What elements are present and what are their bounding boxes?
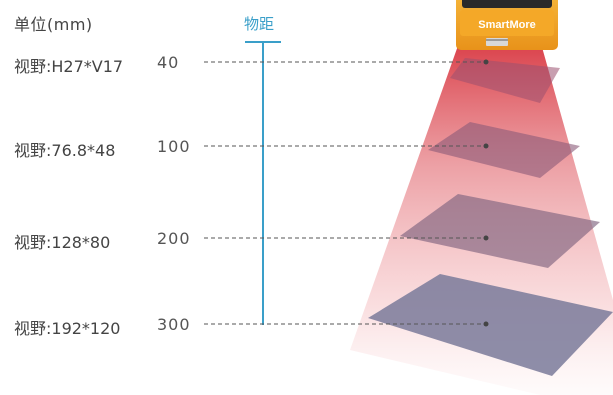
device-brand-logo: SmartMore	[478, 19, 535, 31]
fov-plane-40	[450, 58, 560, 103]
camera-device: SmartMore	[456, 0, 558, 50]
fov-plane-200	[400, 194, 600, 268]
fov-label: 视野:192*120	[14, 319, 121, 338]
fov-label: 视野:H27*V17	[14, 57, 124, 76]
fov-label: 视野:128*80	[14, 233, 111, 252]
leader-dot-200	[483, 235, 489, 241]
fov-plane-100	[428, 122, 580, 178]
leader-dot-40	[483, 59, 489, 65]
distance-label: 40	[157, 53, 180, 72]
distance-label: 300	[157, 315, 191, 334]
distance-label: 100	[157, 137, 191, 156]
distance-label: 200	[157, 229, 191, 248]
axis-title: 物距	[244, 15, 275, 33]
fov-label: 视野:76.8*48	[14, 141, 116, 160]
leader-dot-300	[483, 321, 489, 327]
axis-title-underline	[245, 41, 281, 43]
unit-label: 单位(mm)	[14, 15, 93, 34]
leader-dot-100	[483, 143, 489, 149]
fov-plane-300	[368, 274, 613, 376]
